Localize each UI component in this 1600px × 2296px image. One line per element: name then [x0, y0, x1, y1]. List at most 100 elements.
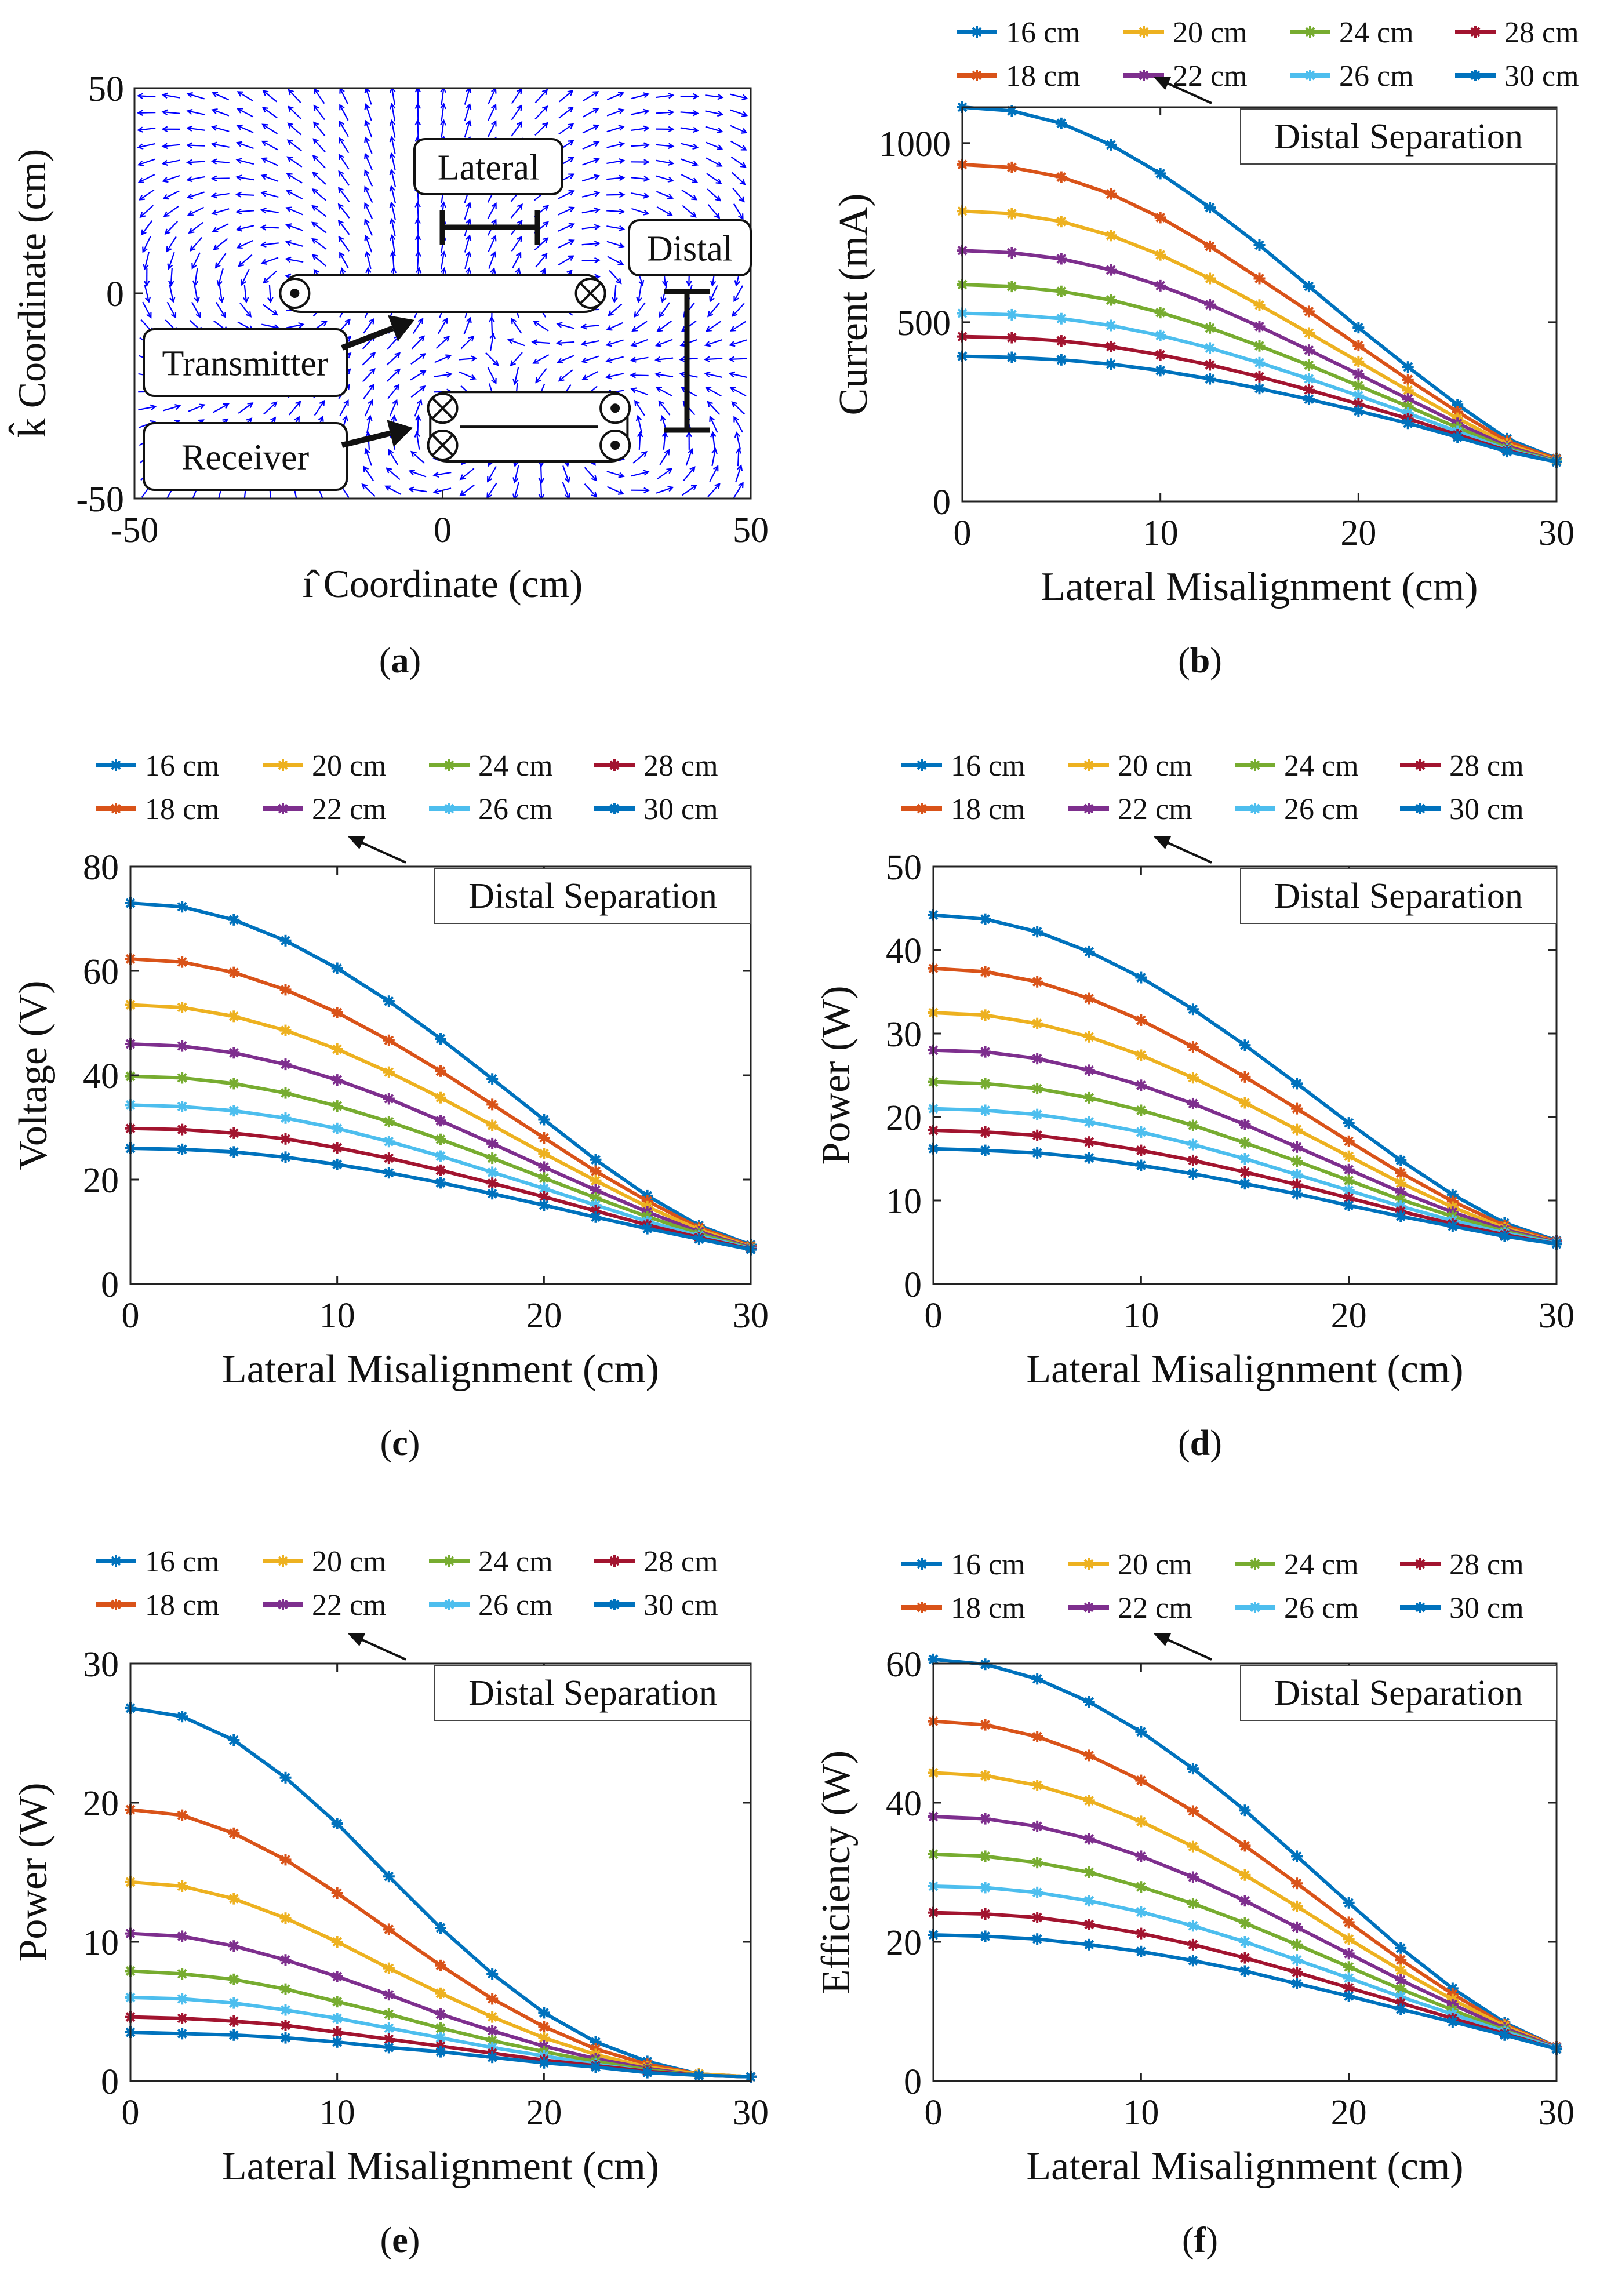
field-arrowhead: [668, 143, 675, 150]
field-arrowhead: [337, 187, 344, 194]
point-f-4-8-d2: [1344, 1962, 1354, 1972]
point-f-6-7-d2: [1292, 1967, 1302, 1978]
point-f-3-8-d2: [1344, 1948, 1354, 1959]
field-arrow: [488, 235, 496, 253]
field-arrow: [142, 236, 151, 252]
field-arrow: [366, 252, 372, 270]
field-arrowhead: [710, 431, 717, 438]
field-arrow: [414, 399, 422, 417]
legend-label-d-3: 22 cm: [1118, 793, 1192, 826]
field-arrowhead: [638, 279, 645, 286]
field-arrow: [312, 238, 327, 250]
field-arrowhead: [538, 477, 545, 484]
field-arrow: [685, 449, 693, 466]
field-arrowhead: [242, 297, 249, 304]
point-d-6-8-d2: [1344, 1193, 1354, 1203]
panel-b: 0 10 20 30 0 500 1000 Lateral Misalignment (cm)…: [831, 16, 1579, 609]
point-f-3-6-d2: [1240, 1895, 1250, 1906]
point-e-3-7-d2: [487, 2026, 497, 2036]
field-arrow: [338, 170, 350, 186]
point-e-7-10-d2: [642, 2068, 653, 2078]
field-arrow: [606, 177, 624, 180]
field-arrowhead: [337, 203, 344, 210]
receiver-label-box: [143, 422, 348, 491]
point-f-2-1-d2: [980, 1770, 990, 1781]
field-arrowhead: [321, 320, 328, 326]
point-c-6-4-d2: [332, 1142, 343, 1153]
field-arrowhead: [594, 207, 601, 214]
point-b-7-7-d2: [1304, 394, 1314, 405]
panel-e: 0 10 20 30 0 10 20 30 Lateral Misalignment (cm) P…: [11, 1545, 769, 2189]
field-arrowhead: [593, 174, 601, 180]
annotation-arrow-e: [358, 1637, 406, 1661]
point-e-4-1-d2: [177, 1968, 187, 1979]
field-arrow: [187, 110, 205, 115]
field-arrow: [533, 354, 550, 364]
field-arrowhead: [199, 403, 206, 410]
point-f-7-6-d2: [1240, 1966, 1250, 1976]
point-d-4-2-d2: [1032, 1083, 1042, 1094]
field-arrow: [263, 270, 277, 283]
field-arrowhead: [342, 414, 348, 422]
field-arrowhead: [735, 447, 742, 454]
field-arrowhead: [630, 356, 637, 363]
field-arrow: [417, 416, 419, 434]
point-d-7-10-d2: [1448, 1221, 1458, 1232]
point-e-6-4-d2: [332, 2027, 343, 2037]
point-c-1-3-d2: [281, 984, 290, 995]
point-d-1-4-d2: [1136, 1015, 1146, 1025]
field-arrowhead: [313, 104, 319, 111]
field-arrowhead: [637, 431, 643, 438]
field-arrow: [261, 257, 279, 264]
field-arrowhead: [339, 120, 345, 127]
field-arrow: [514, 366, 519, 384]
field-arrowhead: [493, 359, 499, 366]
field-arrowhead: [442, 317, 448, 324]
point-c-0-9-d2: [591, 1155, 601, 1165]
field-arrow: [166, 301, 176, 318]
field-arrowhead: [236, 141, 243, 147]
annotation-arrowhead-b: [1154, 77, 1171, 90]
field-arrow: [364, 203, 373, 220]
field-arrow: [243, 284, 248, 303]
y-tick-label-d-30: 30: [886, 1015, 922, 1054]
field-arrowhead: [311, 205, 318, 211]
point-e-3-5-d2: [384, 1989, 394, 2000]
field-arrow: [730, 156, 746, 168]
point-b-4-6-d2: [1254, 341, 1264, 351]
point-f-6-4-d2: [1136, 1929, 1146, 1939]
legend-label-e-7: 30 cm: [643, 1589, 718, 1622]
point-e-7-7-d2: [487, 2052, 497, 2062]
field-arrowhead: [740, 162, 747, 168]
field-arrowhead: [389, 168, 395, 176]
field-arrow: [237, 194, 254, 196]
field-arrow: [389, 399, 398, 417]
field-arrowhead: [619, 174, 626, 181]
field-arrowhead: [390, 250, 397, 257]
distal-label-box: [628, 219, 752, 276]
field-arrow: [656, 357, 674, 361]
field-arrowhead: [618, 242, 625, 249]
field-arrow: [238, 254, 253, 267]
point-c-7-7-d2: [487, 1188, 497, 1199]
field-arrowhead: [643, 176, 650, 182]
field-arrow: [511, 89, 522, 104]
field-arrowhead: [491, 120, 497, 127]
legend-label-f-0: 16 cm: [951, 1548, 1026, 1581]
field-arrow: [733, 416, 743, 433]
field-arrow: [464, 235, 471, 253]
series-line-b-1: [962, 162, 1558, 461]
legend-marker-e-7-d2: [609, 1599, 620, 1610]
point-d-2-9-d2: [1395, 1178, 1406, 1188]
point-c-3-6-d2: [435, 1115, 446, 1126]
field-arrowhead: [459, 490, 466, 497]
point-b-0-9-d2: [1403, 362, 1413, 372]
point-e-0-4-d2: [332, 1818, 343, 1829]
field-arrowhead: [618, 141, 625, 148]
legend-label-b-0: 16 cm: [1006, 16, 1081, 49]
point-b-4-3-d2: [1106, 295, 1116, 305]
x-tick-label-a-1: 0: [434, 511, 452, 550]
field-arrow: [261, 192, 279, 198]
field-arrowhead: [491, 103, 497, 111]
